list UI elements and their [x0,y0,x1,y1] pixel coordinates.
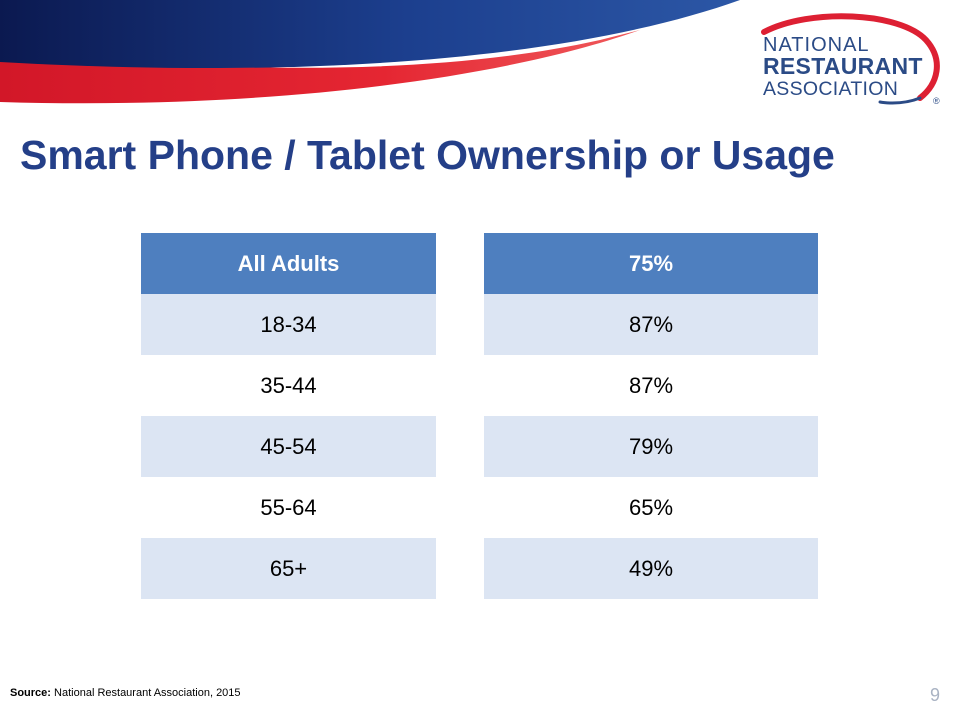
logo-line-association: ASSOCIATION [763,78,899,100]
percentage-cell: 49% [484,538,818,599]
logo-swoosh-icon [761,13,940,105]
page-number: 9 [930,685,941,705]
source-text: National Restaurant Association, 2015 [54,687,241,699]
table-row: 65+ [141,538,436,599]
table-row: 87% [484,294,818,355]
table-row: 75% [484,233,818,294]
age-group-cell: All Adults [141,233,436,294]
source-note: Source: National Restaurant Association,… [10,687,241,699]
table-row: 35-44 [141,355,436,416]
age-group-cell: 45-54 [141,416,436,477]
table-row: 49% [484,538,818,599]
percentage-cell: 87% [484,355,818,416]
header-banner [0,0,740,104]
percentage-cell: 79% [484,416,818,477]
table-row: 18-34 [141,294,436,355]
percentage-table: 75% 87% 87% 79% 65% 49% [484,233,818,599]
age-group-cell: 35-44 [141,355,436,416]
table-row: All Adults [141,233,436,294]
percentage-cell: 87% [484,294,818,355]
logo-line-national: NATIONAL [763,34,870,56]
table-row: 65% [484,477,818,538]
age-group-table: All Adults 18-34 35-44 45-54 55-64 65+ [141,233,436,599]
table-row: 79% [484,416,818,477]
table-row: 55-64 [141,477,436,538]
source-label: Source: [10,687,51,699]
age-group-cell: 55-64 [141,477,436,538]
percentage-cell: 65% [484,477,818,538]
table-row: 45-54 [141,416,436,477]
banner-red-swoosh [0,30,640,104]
registered-mark: ® [933,96,940,106]
logo-line-restaurant: RESTAURANT [763,53,923,79]
slide-title: Smart Phone / Tablet Ownership or Usage [20,132,835,178]
association-logo: NATIONAL RESTAURANT ASSOCIATION ® [730,10,950,110]
age-group-cell: 18-34 [141,294,436,355]
age-group-cell: 65+ [141,538,436,599]
percentage-cell: 75% [484,233,818,294]
table-row: 87% [484,355,818,416]
banner-navy-swoosh [0,0,740,69]
